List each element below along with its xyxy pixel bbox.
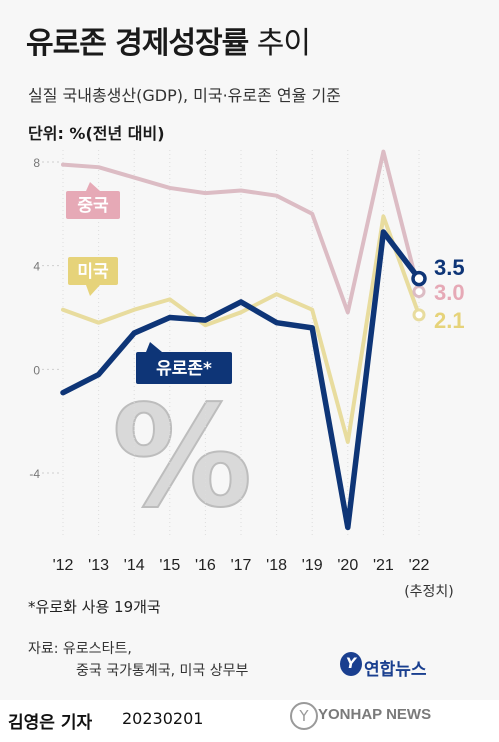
yonhap-logo-icon: Y — [340, 652, 362, 676]
subtitle: 실질 국내총생산(GDP), 미국·유로존 연율 기준 — [28, 86, 341, 105]
reporter-name: 김영은 기자 — [8, 713, 93, 733]
end-marker — [411, 270, 427, 287]
x-tick-label: '15 — [159, 557, 180, 574]
end-marker — [412, 285, 426, 299]
title-main: 유로존 경제성장률 — [26, 26, 249, 61]
us-callout-tail — [86, 285, 100, 296]
footer-bar — [0, 700, 499, 742]
growth-line-chart: % 8 4 0 -4 '12 '13 '14 '15 '16 '17 '18 '19 '20 '21 '22 (… — [29, 149, 465, 600]
china-callout-tail — [86, 182, 100, 191]
us-callout-label: 미국 — [77, 262, 109, 282]
source-line-2: 중국 국가통계국, 미국 상무부 — [76, 663, 249, 679]
end-marker — [412, 308, 426, 322]
x-tick-label: '22 — [409, 557, 430, 574]
y-tick-label: 8 — [33, 156, 40, 170]
eurozone-callout-tail — [146, 342, 162, 352]
end-value-label: 2.1 — [434, 308, 465, 333]
x-tick-label: '14 — [124, 557, 145, 574]
end-value-label: 3.5 — [434, 255, 465, 280]
x-tick-label: '19 — [302, 557, 323, 574]
page-title: 유로존 경제성장률 추이 — [26, 18, 311, 62]
x-tick-label: '21 — [373, 557, 394, 574]
china-callout-label: 중국 — [77, 196, 109, 216]
eurozone-callout-label: 유로존* — [156, 359, 212, 379]
watermark-icon: Y — [290, 702, 318, 730]
x-note-label: (추정치) — [404, 584, 454, 600]
china-callout-box — [66, 191, 120, 219]
x-tick-label: '17 — [231, 557, 252, 574]
x-tick-label: '13 — [88, 557, 109, 574]
series-line-0 — [61, 149, 421, 315]
publish-date: 20230201 — [122, 709, 204, 728]
x-tick-label: '16 — [195, 557, 216, 574]
percent-decoration: % — [112, 376, 252, 539]
us-callout-box — [68, 257, 118, 285]
y-tick-label: 0 — [33, 363, 40, 377]
unit-label: 단위: %(전년 대비) — [28, 124, 165, 143]
y-tick-label: 4 — [33, 260, 40, 274]
footnote: *유로화 사용 19개국 — [28, 598, 161, 616]
eurozone-callout-box — [136, 352, 232, 384]
x-tick-label: '20 — [337, 557, 358, 574]
x-tick-label: '12 — [53, 557, 74, 574]
source-line-1: 자료: 유로스타트, — [28, 641, 132, 657]
y-tick-label: -4 — [29, 467, 40, 481]
end-value-label: 3.0 — [434, 280, 465, 305]
watermark-text: YONHAP NEWS — [318, 706, 432, 723]
x-tick-label: '18 — [266, 557, 287, 574]
title-light: 추이 — [248, 26, 311, 61]
yonhap-logo-text: 연합뉴스 — [364, 660, 427, 680]
